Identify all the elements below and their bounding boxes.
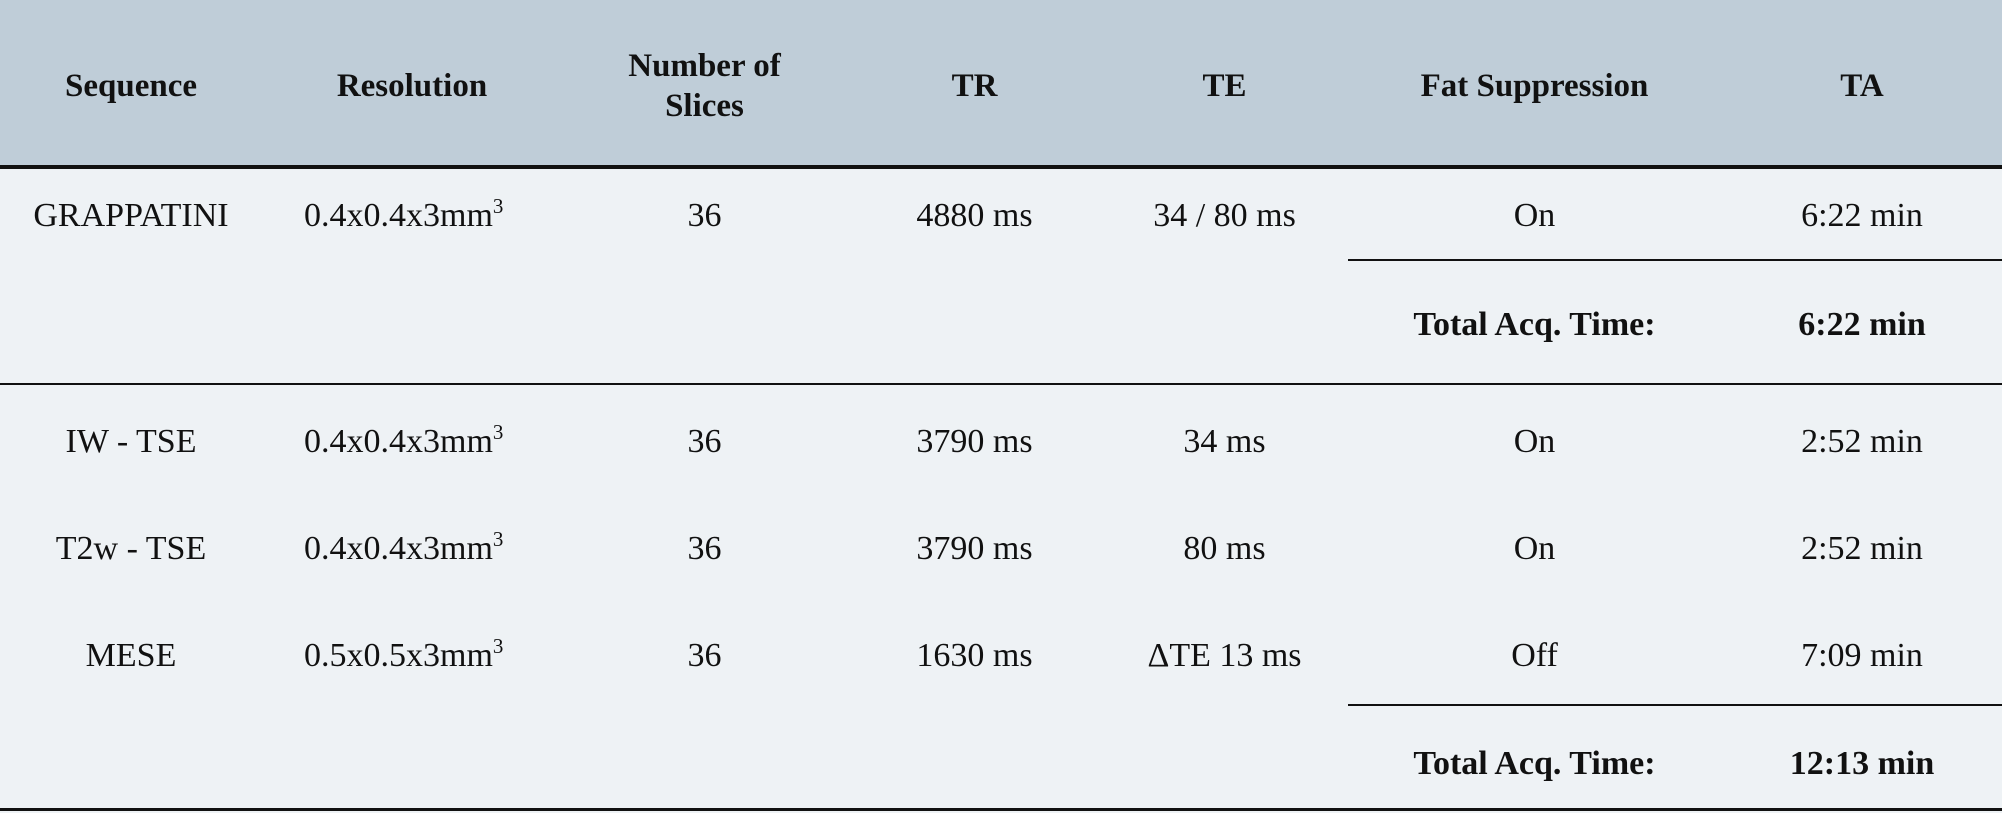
cell-slices: 36 bbox=[687, 423, 722, 460]
total-value: 12:13 min bbox=[1789, 745, 1935, 782]
header-number-of-slices: Number of Slices bbox=[628, 48, 781, 124]
header-fat-suppression: Fat Suppression bbox=[1420, 68, 1649, 104]
cell-fat: On bbox=[1513, 197, 1556, 234]
cell-te: 80 ms bbox=[1183, 530, 1266, 567]
cell-tr: 3790 ms bbox=[916, 530, 1033, 567]
cell-tr: 1630 ms bbox=[916, 637, 1033, 674]
cell-ta: 2:52 min bbox=[1801, 423, 1923, 460]
header-rule bbox=[0, 165, 2002, 169]
section-rule bbox=[0, 383, 2002, 385]
header-ta: TA bbox=[1840, 68, 1884, 104]
cell-fat: On bbox=[1513, 530, 1556, 567]
cell-te: 34 / 80 ms bbox=[1153, 197, 1296, 234]
cell-tr: 4880 ms bbox=[916, 197, 1033, 234]
total-label: Total Acq. Time: bbox=[1413, 306, 1656, 343]
table-header: Sequence Resolution Number of Slices TR … bbox=[0, 0, 2002, 165]
cell-sequence: GRAPPATINI bbox=[33, 197, 229, 234]
cell-resolution: 0.5x0.5x3mm3 bbox=[304, 633, 504, 674]
subtotal-rule bbox=[1348, 704, 2002, 706]
cell-slices: 36 bbox=[687, 197, 722, 234]
cell-slices: 36 bbox=[687, 637, 722, 674]
cell-tr: 3790 ms bbox=[916, 423, 1033, 460]
cell-te: 34 ms bbox=[1183, 423, 1266, 460]
cell-resolution: 0.4x0.4x3mm3 bbox=[304, 526, 504, 567]
cell-resolution: 0.4x0.4x3mm3 bbox=[304, 419, 504, 460]
subtotal-rule bbox=[1348, 259, 2002, 261]
header-sequence: Sequence bbox=[65, 68, 197, 104]
cell-ta: 6:22 min bbox=[1801, 197, 1923, 234]
cell-resolution: 0.4x0.4x3mm3 bbox=[304, 193, 504, 234]
cell-ta: 2:52 min bbox=[1801, 530, 1923, 567]
header-resolution: Resolution bbox=[336, 68, 488, 104]
total-value: 6:22 min bbox=[1798, 306, 1926, 343]
total-label: Total Acq. Time: bbox=[1413, 745, 1656, 782]
cell-sequence: MESE bbox=[85, 637, 177, 674]
cell-sequence: T2w - TSE bbox=[55, 530, 207, 567]
cell-fat: On bbox=[1513, 423, 1556, 460]
cell-ta: 7:09 min bbox=[1801, 637, 1923, 674]
header-te: TE bbox=[1202, 68, 1247, 104]
cell-slices: 36 bbox=[687, 530, 722, 567]
bottom-rule bbox=[0, 808, 2002, 811]
cell-sequence: IW - TSE bbox=[65, 423, 197, 460]
cell-te: ΔTE 13 ms bbox=[1147, 637, 1302, 674]
cell-fat: Off bbox=[1511, 637, 1558, 674]
header-tr: TR bbox=[951, 68, 998, 104]
